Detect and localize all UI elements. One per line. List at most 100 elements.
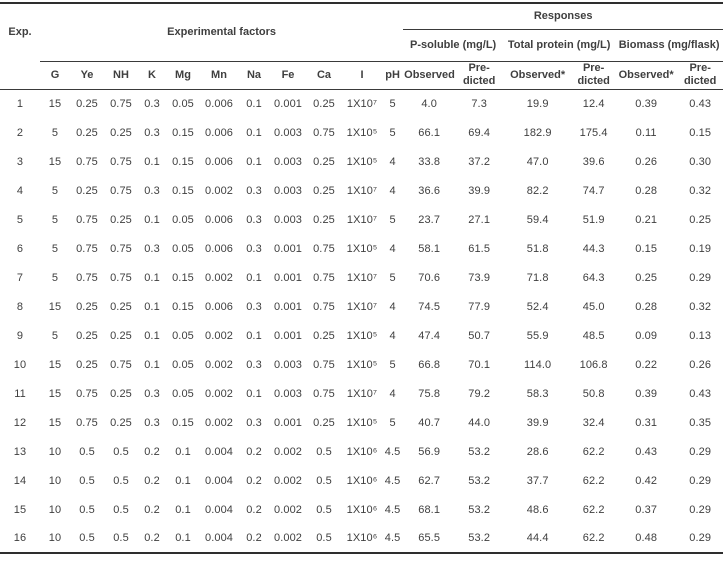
cell-psoluble-observed: 36.6	[418, 184, 441, 197]
cell-ca: 0.5	[316, 503, 332, 516]
cell-protein-predicted: 74.7	[582, 184, 605, 197]
cell-psoluble-predicted: 77.9	[468, 300, 491, 313]
cell-k: 0.2	[144, 474, 160, 487]
cell-mn: 0.006	[204, 213, 234, 226]
cell-protein-predicted: 50.8	[582, 387, 605, 400]
cell-protein-observed: 19.9	[526, 97, 549, 110]
cell-biomass-predicted: 0.29	[689, 503, 712, 516]
header-row-groups: Exp. Experimental factors Responses	[0, 3, 723, 62]
cell-psoluble-predicted: 39.9	[468, 184, 491, 197]
cell-g: 5	[51, 242, 59, 255]
column-header-ye: Ye	[70, 61, 104, 90]
table-row: 1 15 0.25 0.75 0.3 0.05 0.006 0.1 0.001 0.25 1X10⁷…	[0, 89, 723, 118]
table-row: 15 10 0.5 0.5 0.2 0.1 0.004 0.2 0.002 0.5 1X10⁶ 4.5…	[0, 495, 723, 524]
cell-psoluble-predicted: 37.2	[468, 155, 491, 168]
header-row-response-groups: P-soluble (mg/L) Total protein (mg/L) Bi…	[0, 29, 723, 62]
cell-k: 0.2	[144, 503, 160, 516]
cell-ph: 4	[389, 242, 396, 255]
column-header-i: I	[342, 61, 382, 90]
cell-protein-predicted: 44.3	[582, 242, 605, 255]
cell-exp: 14	[13, 474, 27, 487]
table-row: 8 15 0.25 0.25 0.1 0.15 0.006 0.3 0.001 0.75 1X10⁷…	[0, 292, 723, 321]
cell-psoluble-predicted: 53.2	[468, 532, 491, 544]
cell-protein-predicted: 45.0	[582, 300, 605, 313]
cell-ca: 0.25	[313, 155, 335, 168]
cell-protein-observed: 39.9	[526, 416, 549, 429]
cell-biomass-observed: 0.09	[635, 329, 658, 342]
cell-nh: 0.25	[110, 387, 132, 400]
cell-ph: 4.5	[384, 474, 401, 487]
cell-fe: 0.001	[273, 416, 303, 429]
cell-na: 0.1	[246, 97, 262, 110]
cell-fe: 0.003	[273, 213, 303, 226]
column-header-nh: NH	[104, 61, 138, 90]
table-row: 11 15 0.75 0.25 0.3 0.05 0.002 0.1 0.003 0.75 1X10…	[0, 379, 723, 408]
cell-protein-observed: 182.9	[523, 126, 552, 139]
cell-protein-predicted: 175.4	[579, 126, 608, 139]
cell-biomass-observed: 0.43	[635, 445, 658, 458]
cell-na: 0.1	[246, 155, 262, 168]
cell-mg: 0.05	[172, 329, 194, 342]
cell-psoluble-observed: 74.5	[418, 300, 441, 313]
cell-k: 0.1	[144, 271, 160, 284]
column-header-protein-predicted: Pre- dicted	[572, 61, 616, 90]
cell-protein-observed: 52.4	[526, 300, 549, 313]
cell-ph: 5	[389, 213, 396, 226]
cell-exp: 1	[16, 97, 24, 110]
table-row: 16 10 0.5 0.5 0.2 0.1 0.004 0.2 0.002 0.5 1X10⁶ 4.5…	[0, 524, 723, 553]
header-row-columns: G Ye NH K Mg Mn Na Fe Ca I pH Observed* …	[0, 61, 723, 90]
cell-exp: 8	[16, 300, 24, 313]
column-header-biomass-observed: Observed*	[615, 61, 678, 90]
cell-g: 5	[51, 126, 59, 139]
cell-biomass-observed: 0.28	[635, 184, 658, 197]
cell-mg: 0.15	[172, 416, 194, 429]
cell-biomass-predicted: 0.43	[689, 387, 712, 400]
cell-ye: 0.25	[76, 126, 98, 139]
cell-biomass-predicted: 0.25	[689, 213, 712, 226]
predicted-label-line2: dicted	[683, 75, 717, 87]
cell-nh: 0.5	[113, 474, 129, 487]
cell-biomass-observed: 0.11	[635, 126, 657, 139]
cell-ca: 0.75	[313, 300, 335, 313]
cell-ye: 0.5	[79, 532, 95, 544]
cell-ca: 0.25	[313, 184, 335, 197]
cell-ca: 0.75	[313, 358, 335, 371]
cell-g: 15	[48, 416, 62, 429]
cell-protein-observed: 82.2	[526, 184, 549, 197]
cell-g: 15	[48, 300, 62, 313]
predicted-label-line1: Pre-	[689, 62, 711, 75]
cell-exp: 9	[16, 329, 24, 342]
cell-exp: 15	[13, 503, 27, 516]
cell-protein-predicted: 62.2	[582, 503, 605, 516]
cell-exp: 7	[16, 271, 24, 284]
cell-na: 0.3	[246, 184, 262, 197]
cell-g: 5	[51, 213, 59, 226]
cell-psoluble-predicted: 27.1	[468, 213, 491, 226]
cell-biomass-observed: 0.48	[635, 532, 658, 544]
cell-k: 0.1	[144, 300, 160, 313]
cell-protein-observed: 58.3	[526, 387, 549, 400]
cell-ca: 0.25	[313, 416, 335, 429]
cell-biomass-predicted: 0.32	[689, 184, 712, 197]
cell-exp: 6	[16, 242, 24, 255]
column-header-mg: Mg	[166, 61, 200, 90]
cell-psoluble-observed: 56.9	[418, 445, 441, 458]
cell-psoluble-observed: 4.0	[421, 97, 437, 110]
cell-mn: 0.004	[204, 503, 234, 516]
column-header-g: G	[40, 61, 70, 90]
column-header-fe: Fe	[270, 61, 306, 90]
column-header-ca: Ca	[306, 61, 342, 90]
cell-ca: 0.75	[313, 242, 335, 255]
cell-biomass-predicted: 0.32	[689, 300, 712, 313]
table-row: 3 15 0.75 0.75 0.1 0.15 0.006 0.1 0.003 0.25 1X10⁵…	[0, 147, 723, 176]
cell-g: 10	[48, 532, 62, 544]
predicted-label-line2: dicted	[577, 75, 610, 87]
cell-protein-predicted: 106.8	[579, 358, 608, 371]
cell-ca: 0.25	[313, 329, 335, 342]
cell-g: 5	[51, 329, 59, 342]
cell-fe: 0.001	[273, 329, 303, 342]
cell-exp: 2	[16, 126, 24, 139]
cell-na: 0.1	[246, 387, 262, 400]
cell-ca: 0.75	[313, 126, 335, 139]
cell-ye: 0.25	[76, 329, 98, 342]
